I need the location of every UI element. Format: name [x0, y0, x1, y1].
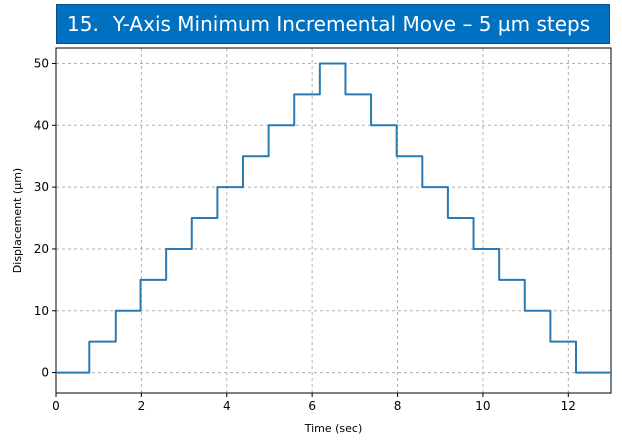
y-axis-label: Displacement (µm) — [11, 168, 24, 273]
y-tick-label: 50 — [34, 56, 49, 70]
y-tick-label: 20 — [34, 242, 49, 256]
x-axis-label: Time (sec) — [304, 422, 363, 435]
x-tick-label: 12 — [561, 399, 576, 413]
y-tick-label: 0 — [41, 366, 49, 380]
slide-title-banner: 15. Y-Axis Minimum Incremental Move – 5 µ… — [56, 4, 610, 44]
grid-lines — [55, 48, 611, 393]
x-tick-label: 2 — [138, 399, 146, 413]
x-tick-label: 8 — [394, 399, 402, 413]
plot-frame — [55, 47, 612, 394]
x-tick-label: 4 — [223, 399, 231, 413]
axis-ticks: 0 2 4 6 8 10 12 0 10 20 30 40 50 — [34, 56, 576, 413]
x-tick-label: 10 — [475, 399, 490, 413]
x-tick-label: 6 — [308, 399, 316, 413]
x-tick-label: 0 — [52, 399, 60, 413]
series-layer — [56, 62, 611, 374]
slide-number: 15. — [67, 12, 99, 36]
displacement-series-line — [56, 62, 611, 374]
y-tick-label: 30 — [34, 180, 49, 194]
y-tick-label: 40 — [34, 118, 49, 132]
y-tick-label: 10 — [34, 304, 49, 318]
slide-title: Y-Axis Minimum Incremental Move – 5 µm s… — [112, 12, 591, 36]
